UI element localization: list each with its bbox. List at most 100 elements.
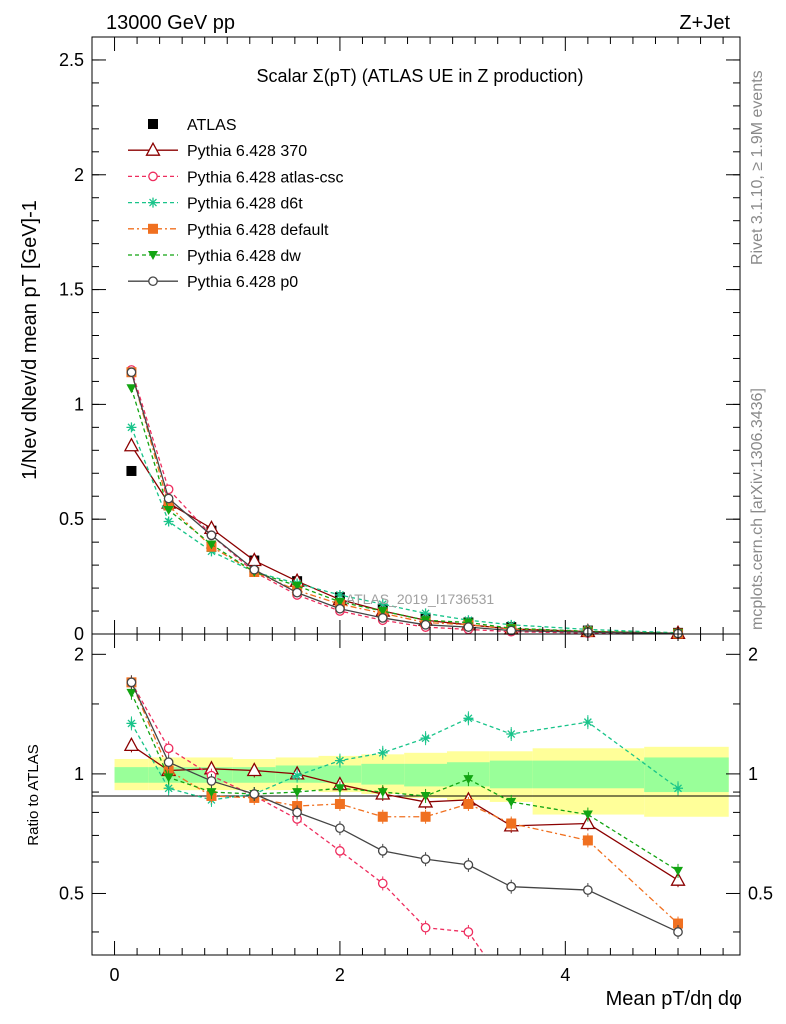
main-plot-axes: 0 0.5 1 1.5 2 2.5 bbox=[59, 37, 740, 644]
band-inner-segment bbox=[532, 760, 645, 789]
data-point-p0 bbox=[292, 587, 302, 598]
legend-entry-ATLAS: ATLAS bbox=[148, 117, 237, 134]
legend-label-d6t: Pythia 6.428 d6t bbox=[187, 196, 303, 213]
mcplots-reference-label: mcplots.cern.ch [arXiv:1306.3436] bbox=[749, 388, 766, 630]
series-line-p370 bbox=[130, 445, 679, 634]
ratio-point-p0 bbox=[163, 757, 174, 768]
ratio-point-dw bbox=[506, 797, 517, 807]
ratio-plot-axes: 0.5 0.5 1 1 2 2 0 2 4 bbox=[59, 634, 773, 985]
ratio-point-dw bbox=[420, 791, 431, 801]
ratio-point-default bbox=[377, 811, 388, 822]
ratio-point-p0 bbox=[249, 789, 260, 799]
ratio-point-p0 bbox=[335, 823, 345, 834]
ratio-point-default bbox=[463, 798, 474, 809]
data-point-dw bbox=[292, 581, 303, 591]
data-point-p0 bbox=[506, 625, 517, 636]
ratio-point-p0 bbox=[506, 881, 517, 892]
analysis-watermark: ATLAS_2019_I1736531 bbox=[346, 591, 495, 607]
legend-entry-dw: Pythia 6.428 dw bbox=[128, 248, 301, 265]
ratio-y-tick-label-right: 1 bbox=[748, 764, 758, 784]
ratio-point-d6t bbox=[292, 770, 303, 781]
ratio-point-d6t bbox=[673, 783, 684, 794]
legend-label-dw: Pythia 6.428 dw bbox=[187, 248, 301, 265]
data-point-dw bbox=[126, 384, 137, 394]
ratio-point-dw bbox=[463, 775, 474, 785]
legend-marker-ATLAS bbox=[148, 119, 158, 129]
ratio-point-atlas_csc bbox=[507, 989, 515, 997]
legend-marker-p0 bbox=[148, 276, 158, 287]
legend: ATLAS Pythia 6.428 370 Pythia 6.428 atlas-… bbox=[128, 117, 344, 291]
ratio-plot-data bbox=[123, 675, 686, 997]
data-point-dw bbox=[206, 540, 217, 550]
ratio-point-dw bbox=[582, 810, 593, 820]
ratio-line-atlas_csc bbox=[130, 682, 486, 955]
ratio-point-default bbox=[673, 918, 684, 929]
ratio-point-p370 bbox=[580, 815, 596, 830]
y-tick-label: 1 bbox=[74, 394, 84, 414]
ratio-point-p370 bbox=[246, 762, 262, 777]
ratio-point-atlas_csc bbox=[335, 846, 345, 856]
legend-label-p370: Pythia 6.428 370 bbox=[187, 143, 307, 160]
data-point-p0 bbox=[335, 603, 345, 614]
band-inner-segment bbox=[114, 767, 149, 783]
main-plot-data bbox=[123, 365, 686, 639]
legend-marker-default bbox=[148, 223, 158, 234]
data-point-d6t bbox=[420, 608, 431, 619]
data-point-ATLAS bbox=[126, 465, 137, 476]
main-y-axis-label: 1/Nev dNev/d mean pT [GeV]-1 bbox=[19, 200, 41, 480]
ratio-point-default bbox=[334, 798, 345, 809]
ratio-series-atlas_csc bbox=[126, 675, 515, 997]
series-line-default bbox=[130, 372, 679, 635]
series-line-atlas_csc bbox=[130, 369, 679, 635]
ratio-y-tick-label-right: 0.5 bbox=[748, 883, 773, 903]
data-point-p370 bbox=[123, 437, 140, 452]
ratio-point-atlas_csc bbox=[377, 878, 388, 889]
data-point-p0 bbox=[420, 619, 431, 630]
ratio-plot-frame bbox=[91, 633, 741, 956]
y-tick-label: 2 bbox=[74, 165, 84, 185]
ratio-point-default bbox=[582, 835, 593, 846]
x-tick-label: 4 bbox=[560, 965, 570, 985]
ratio-line-p0 bbox=[130, 682, 679, 933]
header-left: 13000 GeV pp bbox=[106, 12, 235, 34]
y-tick-label: 0.5 bbox=[59, 509, 84, 529]
ratio-point-atlas_csc bbox=[163, 743, 174, 754]
ratio-y-tick-label: 1 bbox=[74, 764, 84, 784]
legend-marker-dw bbox=[148, 251, 158, 260]
series-line-d6t bbox=[130, 427, 679, 634]
data-point-p0 bbox=[463, 622, 474, 632]
ratio-point-dw bbox=[673, 866, 684, 876]
ratio-point-d6t bbox=[334, 755, 345, 766]
data-point-default bbox=[163, 500, 174, 511]
ratio-point-p370 bbox=[123, 736, 140, 751]
x-tick-label: 2 bbox=[335, 965, 345, 985]
band-inner-segment bbox=[318, 765, 362, 783]
ratio-point-default bbox=[420, 811, 431, 822]
ratio-y-tick-label: 0.5 bbox=[59, 883, 84, 903]
ratio-y-tick-label: 2 bbox=[74, 644, 84, 664]
ratio-point-p0 bbox=[463, 860, 474, 870]
ratio-point-d6t bbox=[126, 718, 137, 729]
data-point-p0 bbox=[377, 613, 388, 623]
legend-entry-p0: Pythia 6.428 p0 bbox=[128, 274, 298, 291]
legend-marker-p370 bbox=[145, 141, 161, 156]
ratio-y-tick-label-right: 2 bbox=[748, 644, 758, 664]
y-tick-label: 2.5 bbox=[59, 50, 84, 70]
data-point-p0 bbox=[163, 493, 174, 504]
ratio-point-d6t bbox=[163, 783, 174, 794]
band-inner-segment bbox=[361, 763, 405, 785]
data-point-p0 bbox=[126, 367, 137, 378]
data-point-d6t bbox=[377, 599, 388, 610]
data-point-p0 bbox=[249, 564, 260, 575]
data-point-dw bbox=[334, 597, 345, 607]
data-point-d6t bbox=[126, 422, 137, 433]
legend-marker-atlas_csc bbox=[148, 171, 158, 182]
ratio-line-default bbox=[130, 682, 679, 925]
ratio-point-dw bbox=[206, 788, 217, 798]
ratio-point-dw bbox=[292, 788, 303, 798]
data-point-d6t bbox=[163, 516, 174, 527]
data-point-d6t bbox=[334, 589, 345, 600]
band-inner-segment bbox=[404, 763, 447, 787]
header-right: Z+Jet bbox=[679, 12, 730, 34]
